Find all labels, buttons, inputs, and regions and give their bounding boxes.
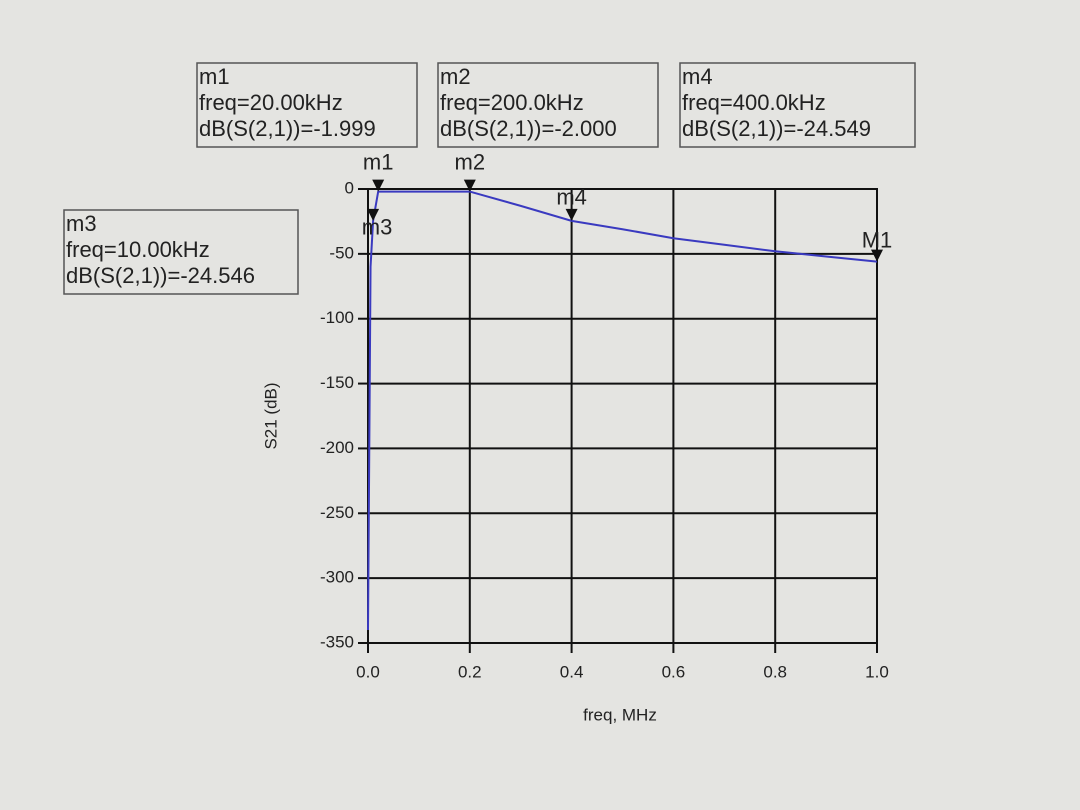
plot-frame (367, 188, 878, 644)
y-tick-label: -50 (329, 243, 354, 262)
marker-box-name: m3 (66, 211, 97, 236)
x-tick-label: 0.2 (458, 662, 482, 681)
marker-box-value: dB(S(2,1))=-2.000 (440, 116, 617, 141)
x-axis-label: freq, MHz (583, 705, 657, 724)
marker-box (437, 62, 659, 148)
marker (367, 208, 380, 221)
y-tick-label: -250 (320, 503, 354, 522)
marker-box (196, 62, 418, 148)
marker-box-value: dB(S(2,1))=-24.546 (66, 263, 255, 288)
marker (565, 208, 578, 221)
x-tick-label: 0.0 (356, 662, 380, 681)
y-tick-label: -300 (320, 568, 354, 587)
x-tick-label: 0.4 (560, 662, 584, 681)
marker-box (679, 62, 916, 148)
marker-label: m1 (363, 149, 394, 174)
marker-box-name: m1 (199, 64, 230, 89)
marker-box-freq: freq=400.0kHz (682, 90, 826, 115)
marker (463, 179, 476, 192)
marker-box-freq: freq=10.00kHz (66, 237, 210, 262)
marker-label: m4 (556, 185, 587, 210)
marker-box-freq: freq=20.00kHz (199, 90, 343, 115)
marker-box-value: dB(S(2,1))=-24.549 (682, 116, 871, 141)
y-tick-label: -150 (320, 373, 354, 392)
marker-box-name: m2 (440, 64, 471, 89)
y-tick-label: -100 (320, 308, 354, 327)
y-axis-label: S21 (dB) (261, 382, 280, 449)
marker (372, 179, 385, 192)
marker-box-freq: freq=200.0kHz (440, 90, 584, 115)
x-tick-label: 0.8 (763, 662, 787, 681)
x-tick-label: 0.6 (662, 662, 686, 681)
x-tick-label: 1.0 (865, 662, 889, 681)
y-tick-label: 0 (345, 178, 354, 197)
marker-box (63, 209, 299, 295)
marker-label: M1 (862, 227, 893, 252)
marker-box-name: m4 (682, 64, 713, 89)
y-tick-label: -350 (320, 632, 354, 651)
y-tick-label: -200 (320, 438, 354, 457)
marker-box-value: dB(S(2,1))=-1.999 (199, 116, 376, 141)
marker-label: m2 (455, 149, 486, 174)
marker (871, 249, 883, 262)
marker-label: m3 (362, 215, 393, 240)
